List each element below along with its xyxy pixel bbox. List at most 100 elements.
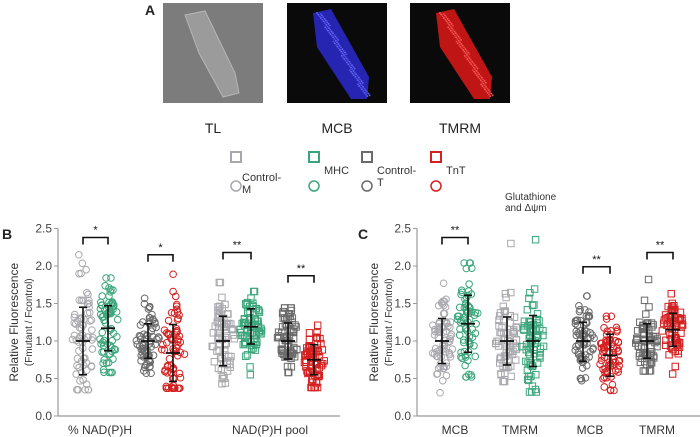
cell-speckle: [473, 66, 475, 69]
legend-circle-icon: [430, 180, 442, 192]
cell-speckle: [354, 75, 357, 78]
data-point: [578, 364, 587, 372]
data-point: [149, 351, 158, 360]
cell-speckle: [362, 90, 365, 93]
cell-speckle: [449, 21, 452, 24]
data-point: [174, 341, 182, 349]
group-control-m: [492, 239, 521, 386]
cell-speckle: [366, 91, 368, 93]
cell-speckle: [365, 93, 367, 96]
cell-speckle: [333, 33, 336, 36]
cell-speckle: [440, 13, 443, 16]
legend-square-icon: [430, 151, 442, 163]
data-point: [429, 321, 437, 329]
cell-speckle: [317, 13, 320, 16]
data-point: [164, 384, 173, 393]
data-point: [502, 293, 510, 302]
data-point: [434, 364, 443, 373]
data-point: [585, 312, 594, 321]
legend-markers: [230, 151, 442, 192]
group-mhc: [96, 274, 122, 377]
data-point: [75, 250, 83, 259]
data-point: [519, 325, 528, 333]
cell-speckle: [327, 23, 330, 25]
data-point: [278, 323, 287, 331]
cell-speckle: [461, 44, 464, 47]
data-point: [513, 344, 521, 352]
cell-speckle: [487, 89, 490, 92]
cell-speckle: [464, 52, 467, 55]
data-point: [88, 333, 97, 342]
data-point: [247, 345, 256, 354]
data-point: [659, 319, 668, 327]
panel-b-label: B: [2, 226, 13, 242]
data-point: [676, 315, 685, 324]
cell-speckle: [488, 93, 490, 96]
significance-label: **: [592, 254, 601, 266]
data-point: [444, 338, 452, 347]
cell-speckle: [316, 12, 318, 14]
cell-speckle: [351, 64, 353, 66]
cell-speckle: [336, 41, 338, 44]
cell-speckle: [319, 12, 322, 15]
cell-speckle: [467, 55, 470, 58]
data-point: [600, 343, 609, 352]
data-point: [523, 306, 532, 314]
data-point: [142, 335, 151, 343]
data-point: [146, 362, 154, 371]
data-point: [102, 274, 110, 282]
data-point: [165, 354, 174, 363]
data-point: [78, 259, 87, 268]
cell-speckle: [359, 78, 362, 81]
data-point: [145, 313, 154, 322]
cell-speckle: [441, 15, 444, 18]
group-mhc: [518, 236, 548, 396]
significance-label: **: [297, 263, 306, 275]
cell-speckle: [357, 83, 359, 86]
cell-speckle: [486, 91, 489, 94]
cell-speckle: [460, 47, 463, 50]
data-point: [253, 317, 262, 325]
data-point: [501, 290, 510, 298]
group-control-m: [68, 250, 97, 394]
group-tnt: [596, 312, 624, 395]
cell-speckle: [447, 22, 449, 24]
data-point: [319, 360, 327, 368]
cell-speckle: [457, 39, 460, 42]
cell-speckle: [481, 85, 484, 87]
data-point: [608, 361, 617, 370]
legend-label-control-m: Control-M: [242, 172, 282, 196]
data-point: [539, 331, 547, 340]
data-point: [283, 362, 292, 371]
cell-speckle: [460, 38, 463, 41]
data-point: [175, 332, 184, 340]
cell-speckle: [459, 41, 461, 44]
data-point: [506, 311, 514, 320]
data-point: [531, 236, 540, 244]
cell-speckle: [463, 46, 465, 49]
data-point: [645, 303, 653, 311]
cell-shape: [313, 9, 371, 99]
data-point: [88, 345, 97, 353]
data-point: [290, 325, 298, 334]
data-point: [84, 385, 93, 394]
data-point: [465, 315, 474, 324]
data-point: [446, 332, 455, 340]
data-point: [528, 301, 537, 310]
data-point: [108, 336, 117, 345]
cell-speckle: [330, 34, 333, 37]
cell-speckle: [323, 17, 326, 20]
data-point: [316, 334, 324, 343]
cell-speckle: [456, 33, 459, 36]
cell-speckle: [474, 68, 477, 71]
data-point: [220, 374, 228, 383]
data-point: [436, 388, 444, 397]
data-point: [510, 329, 519, 338]
data-point: [510, 313, 519, 322]
cell-speckle: [340, 46, 342, 49]
microscopy-image-mcb: [287, 3, 387, 103]
data-point: [470, 341, 478, 350]
data-point: [77, 324, 86, 333]
cell-speckle: [451, 31, 454, 34]
data-point: [530, 301, 538, 309]
